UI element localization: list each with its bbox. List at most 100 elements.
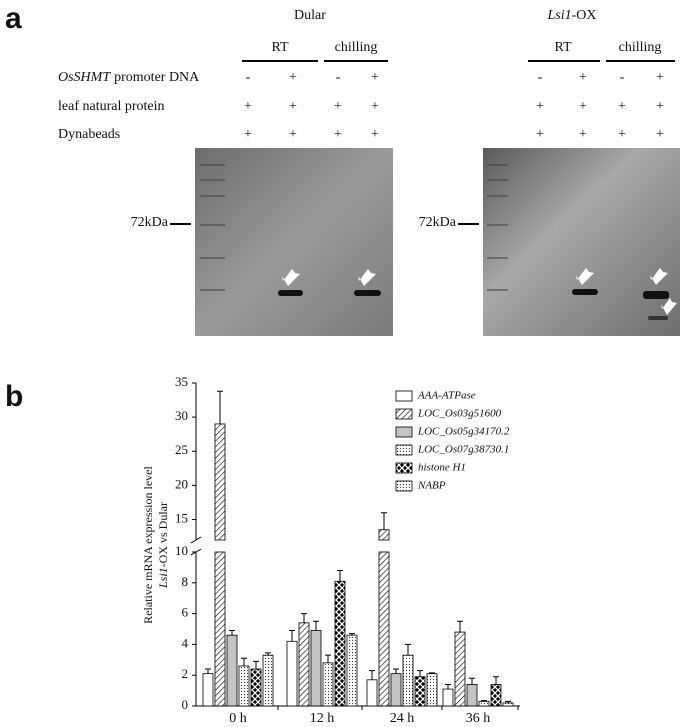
- bar: [286, 640, 298, 707]
- legend-label: NABP: [417, 480, 446, 492]
- error-bar: [289, 630, 295, 642]
- condition: RT: [554, 40, 571, 55]
- error-bar: [505, 700, 511, 703]
- sign: +: [579, 70, 587, 85]
- condition: chilling: [619, 40, 662, 55]
- error-bar: [417, 670, 423, 677]
- bands: [278, 289, 669, 320]
- sign: -: [336, 70, 341, 85]
- bar: [334, 580, 346, 707]
- bar: [490, 684, 502, 707]
- error-bar: [313, 620, 319, 631]
- bar: [262, 654, 274, 707]
- sign: +: [579, 99, 587, 114]
- bar: [366, 679, 378, 707]
- bar: [214, 551, 226, 707]
- arrows: [282, 268, 677, 315]
- sign: -: [538, 70, 543, 85]
- x-tick-label: 0 h: [229, 711, 247, 726]
- sign: +: [244, 99, 252, 114]
- bar: [346, 634, 358, 707]
- bar: [426, 673, 438, 707]
- bar: [322, 662, 334, 707]
- error-bar: [265, 652, 271, 656]
- error-bar: [217, 390, 223, 424]
- panel-label: b: [5, 380, 23, 413]
- sign: +: [536, 127, 544, 142]
- error-bar: [393, 668, 399, 674]
- x-tick-label: 36 h: [466, 711, 491, 726]
- legend-swatch: [395, 462, 413, 474]
- condition: RT: [271, 40, 288, 55]
- legend-label: histone H1: [418, 462, 466, 474]
- ylabel-italic: Lsi1: [156, 567, 170, 589]
- bar: [466, 684, 478, 707]
- bar: [202, 673, 214, 707]
- bar: [402, 654, 414, 707]
- sign: +: [656, 99, 664, 114]
- legend-swatch: [395, 390, 413, 402]
- legend-label: LOC_Os03g51600: [417, 408, 502, 420]
- error-bar: [253, 660, 259, 670]
- sign: +: [334, 99, 342, 114]
- bar: [478, 700, 490, 707]
- error-bar: [405, 643, 411, 656]
- error-bar: [469, 677, 475, 685]
- sign: +: [579, 127, 587, 142]
- error-bar: [229, 630, 235, 636]
- sign: +: [289, 99, 297, 114]
- legend-swatch: [395, 444, 413, 456]
- y-tick-label: 35: [175, 374, 188, 389]
- bar: [502, 702, 514, 707]
- row-label: leaf natural protein: [58, 99, 165, 114]
- legend-swatch: [395, 408, 413, 420]
- error-bar: [205, 668, 211, 674]
- bar: [414, 676, 426, 707]
- bar: [378, 551, 390, 707]
- y-tick-label: 8: [182, 574, 189, 589]
- error-bar: [337, 569, 343, 582]
- legend-label: AAA-ATPase: [417, 390, 476, 402]
- sign: +: [289, 127, 297, 142]
- condition: chilling: [335, 40, 378, 55]
- y-tick-label: 20: [175, 476, 188, 491]
- plot: 0 2 4 6 8 10 15 20 25 30 35 0 h 12 h 24 h 36 h AAA-ATPa…: [175, 374, 520, 726]
- error-bar: [429, 672, 435, 674]
- sign: +: [289, 70, 297, 85]
- y-tick-label: 10: [175, 543, 188, 558]
- bar: [250, 668, 262, 707]
- title-italic: Lsi1: [546, 8, 571, 23]
- error-bar: [445, 683, 451, 690]
- y-tick-label: 0: [182, 697, 189, 712]
- sign: -: [620, 70, 625, 85]
- gel: [195, 148, 393, 336]
- y-tick-label: 4: [182, 635, 189, 650]
- error-bar: [241, 657, 247, 666]
- x-tick-label: 12 h: [310, 711, 335, 726]
- legend-swatch: [395, 480, 413, 492]
- bar: [454, 631, 466, 707]
- panel-label: a: [5, 2, 22, 35]
- marker-label: 72kDa: [131, 215, 169, 230]
- panel-title: Dular: [294, 8, 326, 23]
- y-axis-label: Relative mRNA expression level: [141, 466, 155, 624]
- y-axis-label: Lsi1-OX vs Dular: [156, 502, 170, 589]
- ylabel-rest: -OX vs Dular: [156, 502, 170, 567]
- y-tick-label: 2: [182, 666, 189, 681]
- row-label-text: promoter DNA: [114, 70, 200, 85]
- error-bar: [381, 512, 387, 530]
- error-bar: [481, 700, 487, 702]
- sign: +: [656, 70, 664, 85]
- legend-label: LOC_Os05g34170.2: [417, 426, 510, 438]
- row-label: Dynabeads: [58, 127, 120, 142]
- sign: +: [536, 99, 544, 114]
- sign: -: [246, 70, 251, 85]
- bar: [226, 634, 238, 707]
- legend-swatch: [395, 426, 413, 438]
- bar: [442, 688, 454, 707]
- error-bar: [493, 676, 499, 685]
- sign: +: [656, 127, 664, 142]
- bar: [310, 630, 322, 707]
- ladder: [200, 164, 508, 291]
